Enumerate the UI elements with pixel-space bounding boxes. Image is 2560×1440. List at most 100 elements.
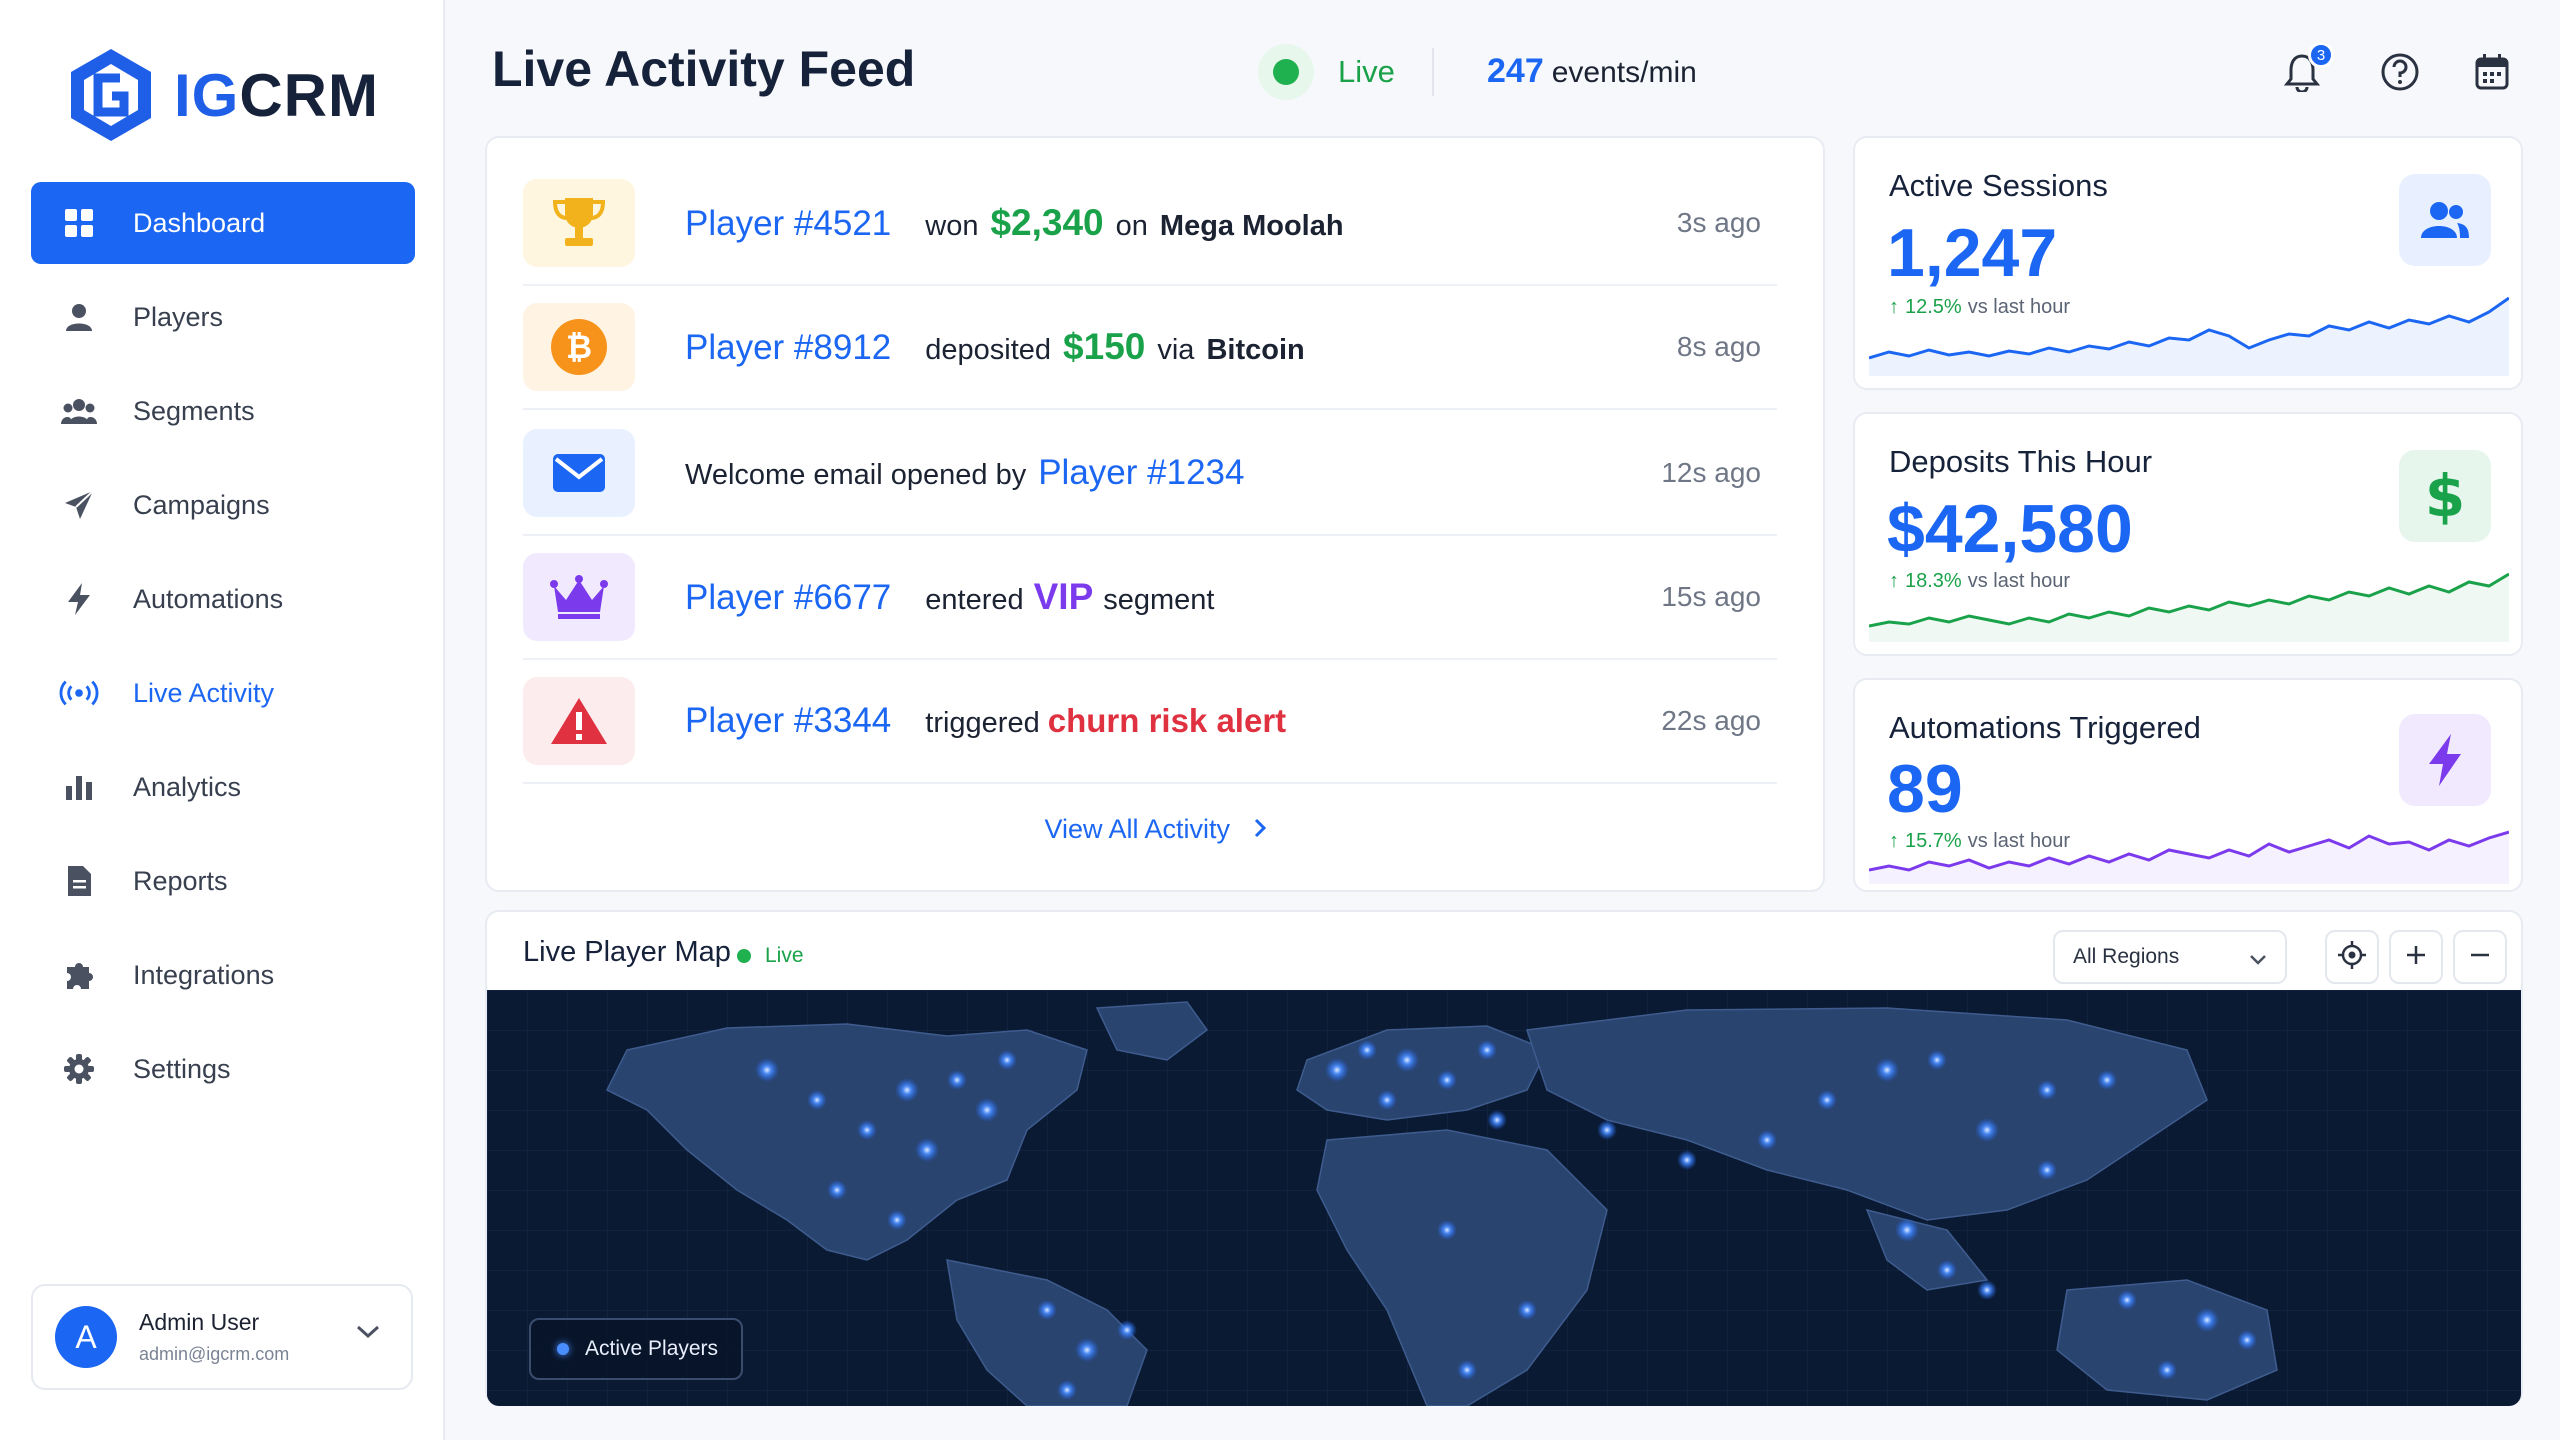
- warning-icon: [523, 677, 635, 765]
- sidebar-item-segments[interactable]: Segments: [31, 370, 415, 452]
- world-map-graphic: [487, 990, 2521, 1406]
- sidebar-item-integrations[interactable]: Integrations: [31, 934, 415, 1016]
- live-status: Live: [1258, 44, 1395, 100]
- events-rate: 247 events/min: [1487, 52, 1697, 91]
- user-info: Admin User admin@igcrm.com: [139, 1309, 289, 1365]
- feed-row[interactable]: Player #3344 triggered churn risk alert …: [523, 660, 1777, 784]
- sidebar-item-analytics[interactable]: Analytics: [31, 746, 415, 828]
- user-name: Admin User: [139, 1309, 260, 1335]
- app-logo[interactable]: IGCRM: [68, 46, 379, 144]
- player-link[interactable]: Player #1234: [1038, 453, 1245, 492]
- chevron-down-icon: [2249, 948, 2267, 972]
- feed-verb: deposited: [925, 334, 1052, 366]
- delta-label: vs last hour: [1967, 830, 2070, 852]
- chevron-right-icon: [1254, 814, 1266, 845]
- notifications-button[interactable]: 3: [2280, 42, 2334, 96]
- automations-sparkline: [1869, 830, 2509, 884]
- player-link[interactable]: Player #6677: [685, 578, 892, 617]
- player-link[interactable]: Player #8912: [685, 328, 892, 367]
- automations-card[interactable]: Automations Triggered 89 ↑ 15.7% vs last h…: [1853, 678, 2523, 892]
- view-all-activity-link[interactable]: View All Activity: [487, 814, 1823, 845]
- player-link[interactable]: Player #4521: [685, 204, 892, 243]
- logo-text: IGCRM: [174, 61, 379, 130]
- map-legend: Active Players: [529, 1318, 743, 1380]
- zoom-out-button[interactable]: [2453, 930, 2507, 984]
- stat-value: 1,247: [1887, 215, 2058, 291]
- active-sessions-card[interactable]: Active Sessions 1,247 ↑ 12.5% vs last hour: [1853, 136, 2523, 390]
- events-unit: events/min: [1551, 56, 1697, 89]
- stat-value: $42,580: [1887, 491, 2133, 567]
- stat-delta: ↑ 18.3% vs last hour: [1889, 570, 2070, 593]
- sidebar-item-label: Dashboard: [133, 207, 266, 238]
- help-button[interactable]: [2378, 52, 2422, 96]
- sidebar-item-label: Live Activity: [133, 677, 275, 708]
- stat-delta: ↑ 12.5% vs last hour: [1889, 296, 2070, 319]
- feed-row[interactable]: Welcome email opened by Player #1234 12s…: [523, 412, 1777, 536]
- sidebar-item-settings[interactable]: Settings: [31, 1028, 415, 1110]
- puzzle-icon: [59, 955, 99, 995]
- avatar: A: [55, 1306, 117, 1368]
- feed-amount: $2,340: [990, 202, 1104, 243]
- chevron-down-icon[interactable]: [355, 1324, 381, 1345]
- sidebar-item-dashboard[interactable]: Dashboard: [31, 182, 415, 264]
- feed-message: Welcome email opened by: [685, 459, 1027, 491]
- feed-verb: entered: [925, 584, 1024, 616]
- page-title: Live Activity Feed: [492, 41, 916, 97]
- sidebar-item-live-activity[interactable]: Live Activity: [31, 652, 415, 734]
- sidebar-item-automations[interactable]: Automations: [31, 558, 415, 640]
- legend-dot-icon: [557, 1343, 569, 1355]
- sessions-sparkline: [1869, 296, 2509, 376]
- feed-text: Player #6677 entered VIP segment: [685, 576, 1215, 618]
- gear-icon: [59, 1049, 99, 1089]
- logo-prefix: IG: [174, 61, 240, 129]
- sidebar-nav: Dashboard Players Segments Campaigns Aut…: [31, 182, 415, 1122]
- feed-row[interactable]: ₿ Player #8912 deposited $150 via Bitcoi…: [523, 286, 1777, 410]
- feed-verb: triggered: [925, 707, 1040, 739]
- feed-prep: on: [1115, 210, 1148, 242]
- feed-text: Welcome email opened by Player #1234: [685, 453, 1278, 493]
- vip-label: VIP: [1033, 576, 1094, 617]
- feed-text: Player #3344 triggered churn risk alert: [685, 701, 1286, 741]
- sidebar-item-label: Integrations: [133, 959, 275, 990]
- world-map[interactable]: Active Players: [487, 990, 2521, 1406]
- feed-target: Bitcoin: [1206, 334, 1305, 366]
- region-select[interactable]: All Regions: [2053, 930, 2287, 984]
- stat-value: 89: [1887, 751, 1963, 827]
- deposits-card[interactable]: Deposits This Hour $42,580 ↑ 18.3% vs last…: [1853, 412, 2523, 656]
- delta-percent: 18.3%: [1905, 570, 1962, 592]
- sidebar-item-label: Campaigns: [133, 489, 270, 520]
- feed-target: Mega Moolah: [1159, 210, 1344, 242]
- user-menu[interactable]: A Admin User admin@igcrm.com: [31, 1284, 413, 1390]
- sidebar-item-reports[interactable]: Reports: [31, 840, 415, 922]
- logo-hexagon-icon: [71, 49, 151, 141]
- sidebar-item-label: Segments: [133, 395, 255, 426]
- feed-amount: $150: [1063, 326, 1146, 367]
- live-label: Live: [1338, 54, 1395, 89]
- svg-text:₿: ₿: [566, 328, 592, 366]
- zoom-in-button[interactable]: [2389, 930, 2443, 984]
- stat-title: Automations Triggered: [1889, 710, 2201, 745]
- arrow-up-icon: ↑: [1889, 570, 1899, 592]
- live-indicator-icon: [1258, 44, 1314, 100]
- broadcast-icon: [59, 673, 99, 713]
- arrow-up-icon: ↑: [1889, 830, 1899, 852]
- bolt-icon: [2399, 714, 2491, 806]
- document-icon: [59, 861, 99, 901]
- minus-icon: [2468, 943, 2492, 972]
- sidebar-item-campaigns[interactable]: Campaigns: [31, 464, 415, 546]
- feed-prep: via: [1157, 334, 1195, 366]
- feed-row[interactable]: Player #4521 won $2,340 on Mega Moolah 3…: [523, 162, 1777, 286]
- view-all-label: View All Activity: [1044, 814, 1231, 844]
- sidebar-item-players[interactable]: Players: [31, 276, 415, 358]
- feed-row[interactable]: Player #6677 entered VIP segment 15s ago: [523, 536, 1777, 660]
- feed-time: 15s ago: [1661, 581, 1761, 612]
- map-title: Live Player Map: [523, 936, 731, 968]
- player-link[interactable]: Player #3344: [685, 701, 892, 740]
- feed-suffix: segment: [1103, 584, 1215, 616]
- legend-label: Active Players: [585, 1337, 719, 1360]
- bolt-icon: [59, 579, 99, 619]
- locate-button[interactable]: [2325, 930, 2379, 984]
- calendar-button[interactable]: [2470, 52, 2514, 96]
- users-icon: [2399, 174, 2491, 266]
- delta-label: vs last hour: [1967, 570, 2070, 592]
